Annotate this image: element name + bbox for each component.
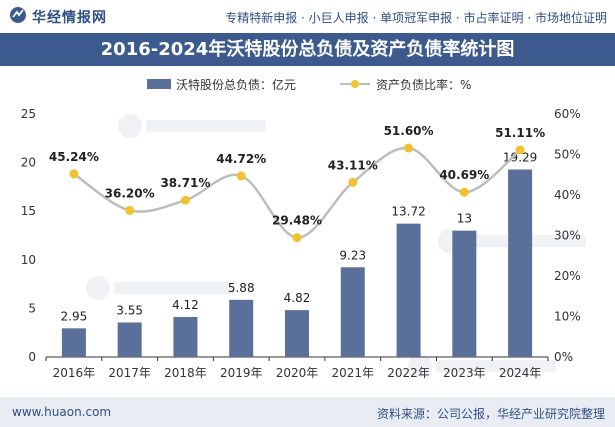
footer-bar: www.huaon.com 资料来源：公司公报，华经产业研究院整理 xyxy=(0,397,615,427)
footer-source: 资料来源：公司公报，华经产业研究院整理 xyxy=(376,407,605,421)
bar-value-label: 2.95 xyxy=(61,309,88,323)
y-left-tick-label: 15 xyxy=(21,204,36,218)
bar-value-label: 5.88 xyxy=(228,281,255,295)
bar-value-label: 3.55 xyxy=(116,303,143,317)
x-tick-label: 2022年 xyxy=(387,366,430,380)
ratio-value-label: 44.72% xyxy=(216,152,266,166)
services-text: 专精特新申报 · 小巨人申报 · 单项冠军申报 · 市占率证明 · 市场地位证明 xyxy=(225,11,607,25)
logo-text[interactable]: 华经情报网 xyxy=(32,10,107,26)
chart-title: 2016-2024年沃特股份总负债及资产负债率统计图 xyxy=(100,39,515,60)
x-tick-label: 2023年 xyxy=(443,366,486,380)
bar xyxy=(396,223,421,357)
watermark-mark xyxy=(86,276,234,300)
x-tick-label: 2017年 xyxy=(108,366,151,380)
x-tick-label: 2018年 xyxy=(164,366,207,380)
bar xyxy=(340,267,365,357)
y-right-tick-label: 60% xyxy=(554,107,581,121)
title-bar: 2016-2024年沃特股份总负债及资产负债率统计图 xyxy=(0,33,615,66)
legend-line-marker xyxy=(351,80,359,88)
ratio-point xyxy=(292,233,302,243)
y-right-tick-label: 40% xyxy=(554,188,581,202)
ratio-value-label: 29.48% xyxy=(272,214,322,228)
y-right-tick-label: 10% xyxy=(554,310,581,324)
bar-value-label: 9.23 xyxy=(339,248,366,262)
watermark-mark xyxy=(118,114,266,138)
x-tick-label: 2019年 xyxy=(220,366,263,380)
ratio-value-label: 45.24% xyxy=(49,150,99,164)
x-tick-label: 2024年 xyxy=(499,366,542,380)
legend-bar-swatch xyxy=(147,79,171,89)
y-right-tick-label: 20% xyxy=(554,269,581,283)
ratio-point xyxy=(515,145,525,155)
ratio-point xyxy=(236,171,246,181)
bar xyxy=(229,299,254,357)
y-left-tick-label: 0 xyxy=(28,350,36,364)
legend-bar-label: 沃特股份总负债：亿元 xyxy=(176,77,296,92)
bar xyxy=(508,169,533,357)
ratio-value-label: 51.11% xyxy=(495,126,545,140)
watermark-mark xyxy=(408,354,556,378)
y-right-tick-label: 0% xyxy=(554,350,573,364)
ratio-point xyxy=(404,143,414,153)
ratio-value-label: 38.71% xyxy=(160,176,210,190)
bar xyxy=(173,316,198,357)
y-right-tick-label: 30% xyxy=(554,229,581,243)
y-left-tick-label: 5 xyxy=(28,301,36,315)
ratio-value-label: 36.20% xyxy=(105,186,155,200)
bar-series: 2.95 3.55 4.12 5.88 4.82 9.23 13.72 13 19.29 xyxy=(61,151,537,357)
chart-area: 沃特股份总负债：亿元 资产负债比率：% 0 5 10 15 20 25 0% 10% 20% 30%… xyxy=(21,77,586,380)
bar-value-label: 13.72 xyxy=(391,205,425,219)
ratio-value-label: 40.69% xyxy=(439,168,489,182)
x-tick-label: 2016年 xyxy=(53,366,96,380)
x-tick-label: 2021年 xyxy=(332,366,375,380)
bar-value-label: 4.82 xyxy=(284,291,311,305)
bar xyxy=(117,322,142,357)
bar-value-label: 13 xyxy=(457,212,472,226)
ratio-point xyxy=(459,187,469,197)
ratio-point xyxy=(125,205,135,215)
legend-line-label: 资产负债比率：% xyxy=(376,77,471,92)
x-tick-label: 2020年 xyxy=(276,366,319,380)
y-right-tick-label: 50% xyxy=(554,148,581,162)
y-left-tick-label: 10 xyxy=(21,253,36,267)
logo-icon xyxy=(10,7,26,23)
ratio-point xyxy=(348,177,358,187)
footer-website[interactable]: www.huaon.com xyxy=(12,405,112,419)
ratio-value-label: 43.11% xyxy=(328,158,378,172)
bar xyxy=(61,328,86,357)
line-series: 45.24% 36.20% 38.71% 44.72% 29.48% 43.11% 51.6… xyxy=(49,124,545,243)
ratio-value-label: 51.60% xyxy=(384,124,434,138)
bar xyxy=(285,310,309,357)
bar-value-label: 4.12 xyxy=(172,298,199,312)
bar xyxy=(452,230,477,357)
y-left-tick-label: 20 xyxy=(21,156,36,170)
legend: 沃特股份总负债：亿元 资产负债比率：% xyxy=(147,77,471,92)
watermark-group xyxy=(86,114,586,378)
header-bar: 华经情报网 专精特新申报 · 小巨人申报 · 单项冠军申报 · 市占率证明 · … xyxy=(0,0,615,33)
ratio-point xyxy=(69,169,79,179)
bar-value-label: 19.29 xyxy=(503,151,537,165)
y-left-tick-label: 25 xyxy=(21,107,36,121)
ratio-point xyxy=(180,195,190,205)
